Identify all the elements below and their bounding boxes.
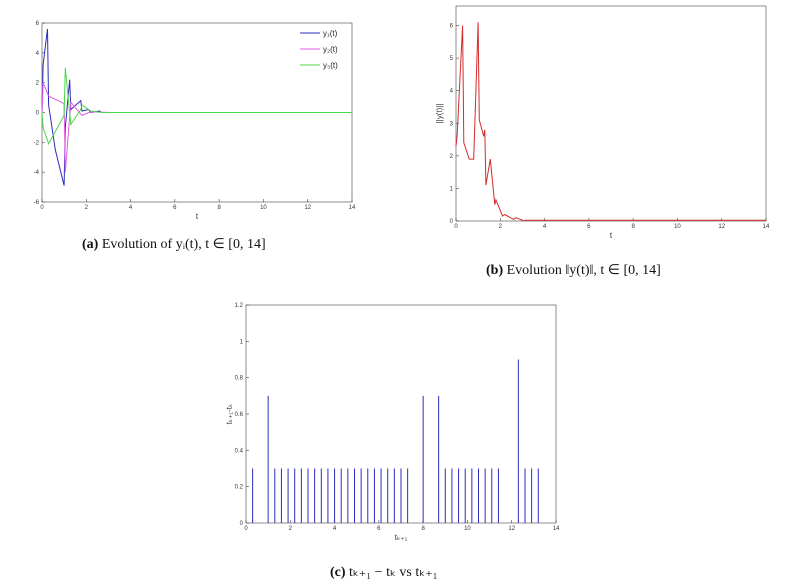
chart-a-legend-entry-2: y₂(t)	[323, 45, 338, 54]
chart-c-x-axis-label: tₖ₊₁	[395, 533, 408, 542]
chart-c-ytick-label: 0.2	[235, 485, 244, 491]
chart-a-xtick-label: 0	[40, 205, 44, 211]
chart-c-xtick-label: 8	[421, 526, 425, 532]
caption-a-label: (a)	[82, 237, 99, 252]
caption-c-text: tₖ₊₁ − tₖ vs tₖ₊₁	[349, 565, 438, 580]
chart-a-ytick-label: 4	[36, 51, 40, 57]
chart-c-xtick-label: 2	[289, 526, 293, 532]
caption-b-text: Evolution ‖y(t)‖, t ∈ [0, 14]	[506, 263, 661, 278]
chart-c-xtick-label: 10	[464, 526, 471, 532]
chart-a-xtick-label: 2	[85, 205, 89, 211]
chart-b-xtick-label: 4	[543, 224, 547, 230]
chart-b-xtick-label: 10	[674, 224, 681, 230]
chart-a-series-line-1	[41, 28, 352, 186]
chart-a-x-axis-label: t	[196, 212, 199, 221]
chart-a-ytick-label: 2	[36, 81, 40, 87]
chart-b-xtick-label: 2	[499, 224, 503, 230]
chart-b-ytick-label: 0	[450, 219, 454, 225]
chart-b-ytick-label: 1	[450, 186, 454, 192]
chart-c-y-axis-label: tₖ₊₁-tₖ	[225, 404, 234, 425]
chart-b-ytick-label: 5	[450, 56, 454, 62]
chart-a-ytick-label: -2	[34, 140, 40, 146]
chart-c-ytick-label: 0.6	[235, 412, 244, 418]
chart-a-xtick-label: 6	[173, 205, 177, 211]
chart-a-ytick-label: 0	[36, 111, 40, 117]
caption-a: (a) Evolution of yᵢ(t), t ∈ [0, 14]	[82, 236, 266, 253]
chart-b-x-axis-label: t	[610, 231, 613, 240]
chart-b-xtick-label: 0	[454, 224, 458, 230]
caption-c: (c) tₖ₊₁ − tₖ vs tₖ₊₁	[330, 564, 437, 581]
chart-a-xtick-label: 14	[349, 205, 356, 211]
chart-a-ytick-label: -6	[34, 200, 40, 206]
chart-b-xtick-label: 8	[631, 224, 635, 230]
chart-a-xtick-label: 8	[217, 205, 221, 211]
chart-b-series-line-1	[455, 22, 766, 222]
chart-c-xtick-label: 14	[553, 526, 560, 532]
chart-b-ytick-label: 2	[450, 154, 454, 160]
chart-c-xtick-label: 6	[377, 526, 381, 532]
chart-c-ytick-label: 0	[240, 521, 244, 527]
chart-b-xtick-label: 14	[763, 224, 770, 230]
chart-c-ytick-label: 1.2	[235, 303, 244, 309]
chart-a-xtick-label: 4	[129, 205, 133, 211]
caption-a-text: Evolution of yᵢ(t), t ∈ [0, 14]	[101, 237, 266, 252]
chart-a-ytick-label: 6	[36, 21, 40, 27]
chart-a-legend-entry-3: y₃(t)	[323, 61, 338, 70]
chart-c-ytick-label: 0.4	[235, 448, 244, 454]
chart-b-xtick-label: 12	[718, 224, 725, 230]
chart-a-ytick-label: -4	[34, 170, 40, 176]
chart-b-ytick-label: 6	[450, 24, 454, 30]
caption-b: (b) Evolution ‖y(t)‖, t ∈ [0, 14]	[486, 262, 661, 279]
chart-b-y-axis-label: ||y(t)||	[435, 104, 444, 124]
chart-a-xtick-label: 12	[304, 205, 311, 211]
caption-b-label: (b)	[486, 263, 504, 278]
chart-b-xtick-label: 6	[587, 224, 591, 230]
chart-c-ytick-label: 0.8	[235, 376, 244, 382]
chart-a-series-line-3	[41, 67, 352, 146]
chart-a-legend-entry-1: y₁(t)	[323, 29, 338, 38]
chart-c-xtick-label: 4	[333, 526, 337, 532]
chart-a-xtick-label: 10	[260, 205, 267, 211]
chart-c-xtick-label: 0	[244, 526, 248, 532]
chart-c-ytick-label: 1	[240, 339, 244, 345]
caption-c-label: (c)	[330, 565, 346, 580]
chart-b-ytick-label: 3	[450, 121, 454, 127]
chart-c-xtick-label: 12	[508, 526, 515, 532]
chart-b-ytick-label: 4	[450, 89, 454, 95]
chart-b-axes-box	[455, 5, 767, 222]
